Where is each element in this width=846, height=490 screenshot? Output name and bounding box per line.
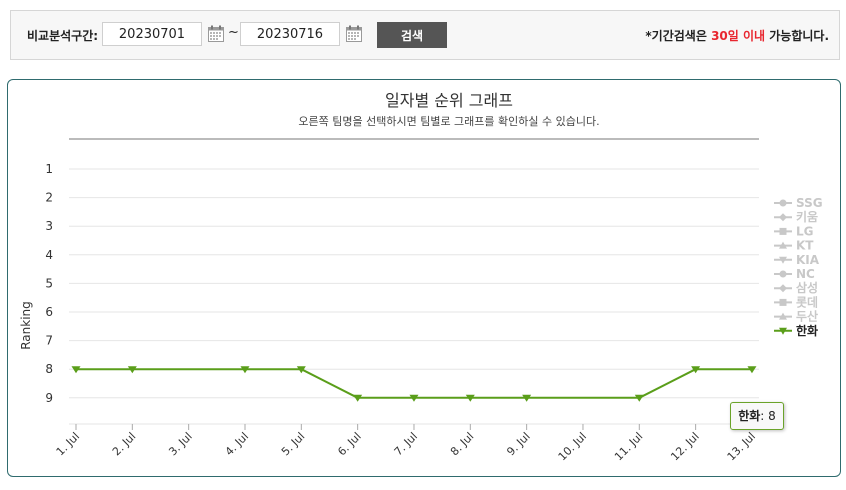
tooltip-separator: : — [760, 409, 769, 423]
y-tick-label: 1 — [45, 162, 53, 176]
start-calendar-icon[interactable] — [208, 25, 224, 42]
data-point-marker[interactable] — [465, 394, 475, 402]
data-point-marker[interactable] — [691, 366, 701, 374]
legend-marker — [779, 298, 787, 306]
legend-marker — [779, 213, 787, 222]
x-tick-label: 5. Jul — [279, 430, 307, 458]
y-tick-label: 4 — [45, 248, 53, 262]
notice-suffix: 가능합니다. — [765, 29, 829, 43]
data-point-marker[interactable] — [353, 394, 363, 402]
x-tick-label: 12. Jul — [668, 430, 701, 463]
data-point-marker[interactable] — [409, 394, 419, 402]
legend-item[interactable]: KT — [796, 239, 814, 253]
start-date-input[interactable] — [102, 22, 202, 46]
chart-subtitle: 오른쪽 팀명을 선택하시면 팀별로 그래프를 확인하실 수 있습니다. — [298, 114, 599, 128]
legend-item[interactable]: 두산 — [796, 309, 818, 324]
notice-highlight: 30일 이내 — [711, 29, 766, 43]
y-tick-label: 3 — [45, 219, 53, 233]
end-date-input[interactable] — [240, 22, 340, 46]
x-tick-label: 10. Jul — [556, 430, 589, 463]
x-tick-label: 3. Jul — [166, 430, 194, 458]
y-axis-label: Ranking — [19, 301, 33, 350]
legend-marker — [779, 270, 787, 278]
legend-marker — [779, 241, 787, 249]
legend-item[interactable]: KIA — [796, 253, 820, 267]
legend-item[interactable]: 삼성 — [796, 280, 818, 295]
period-notice: *기간검색은 30일 이내 가능합니다. — [645, 27, 829, 44]
filter-label: 비교분석구간: — [27, 29, 99, 43]
legend-marker — [779, 312, 787, 320]
data-point-marker[interactable] — [240, 366, 250, 374]
data-point-marker[interactable] — [296, 366, 306, 374]
legend-marker — [779, 284, 787, 293]
data-point-marker[interactable] — [634, 394, 644, 402]
y-tick-label: 5 — [45, 276, 53, 290]
x-tick-label: 6. Jul — [335, 430, 363, 458]
y-tick-label: 6 — [45, 305, 53, 319]
tooltip-value: 8 — [768, 409, 776, 423]
legend-item[interactable]: 롯데 — [796, 294, 818, 309]
notice-prefix: *기간검색은 — [645, 29, 712, 43]
x-tick-label: 8. Jul — [448, 430, 476, 458]
x-tick-label: 4. Jul — [223, 430, 251, 458]
legend-item[interactable]: SSG — [796, 196, 823, 210]
date-range-separator: ~ — [228, 25, 239, 40]
legend-marker — [779, 199, 787, 207]
x-tick-label: 13. Jul — [725, 430, 758, 463]
legend-marker — [779, 227, 787, 235]
x-tick-label: 7. Jul — [392, 430, 420, 458]
legend-marker — [779, 256, 787, 264]
legend-item[interactable]: 키움 — [796, 209, 818, 224]
x-tick-label: 9. Jul — [504, 430, 532, 458]
date-filter-bar: 비교분석구간: ~ 검색 *기간검색은 30일 이내 가능합니다. — [10, 10, 840, 60]
data-point-marker[interactable] — [522, 394, 532, 402]
end-calendar-icon[interactable] — [346, 25, 362, 42]
series-line-한화 — [76, 368, 752, 399]
y-tick-label: 9 — [45, 391, 53, 405]
chart-tooltip: 한화: 8 — [730, 402, 784, 430]
x-tick-label: 11. Jul — [612, 430, 645, 463]
legend-marker — [779, 327, 787, 335]
tooltip-team: 한화 — [738, 409, 761, 423]
legend-item[interactable]: NC — [796, 267, 815, 281]
search-button[interactable]: 검색 — [377, 22, 447, 48]
y-tick-label: 2 — [45, 191, 53, 205]
legend-item[interactable]: LG — [796, 224, 814, 238]
data-point-marker[interactable] — [71, 366, 81, 374]
y-tick-label: 7 — [45, 334, 53, 348]
data-point-marker[interactable] — [127, 366, 137, 374]
y-tick-label: 8 — [45, 362, 53, 376]
data-point-marker[interactable] — [747, 366, 757, 374]
x-tick-label: 1. Jul — [54, 430, 82, 458]
legend-item[interactable]: 한화 — [796, 323, 818, 338]
x-tick-label: 2. Jul — [110, 430, 138, 458]
chart-title: 일자별 순위 그래프 — [385, 91, 513, 110]
